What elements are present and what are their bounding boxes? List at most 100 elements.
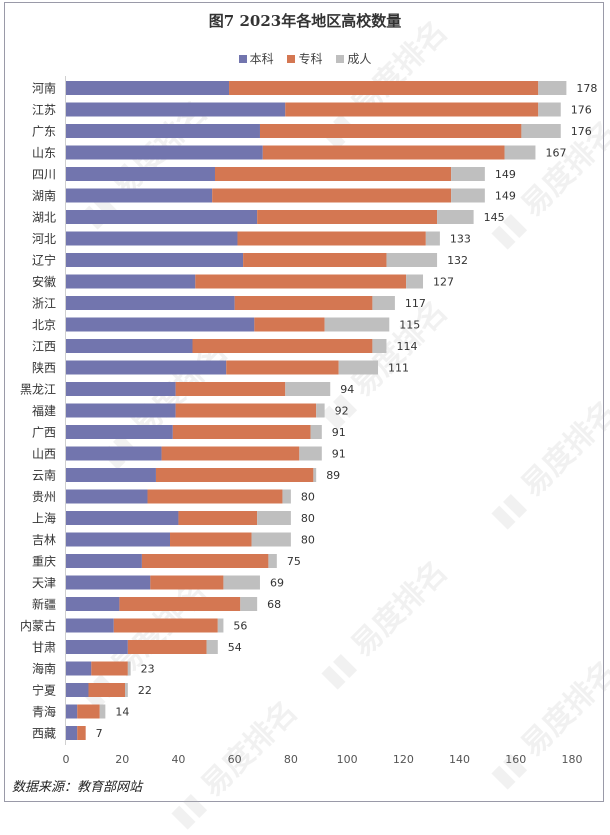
bar-segment-benke: [66, 124, 260, 138]
bar-segment-benke: [66, 339, 193, 353]
category-label: 内蒙古: [20, 618, 56, 633]
total-label: 149: [495, 190, 516, 203]
bar-segment-benke: [66, 446, 162, 461]
bar-segment-benke: [66, 231, 238, 246]
bar-segment-benke: [66, 102, 286, 117]
total-label: 56: [233, 620, 247, 633]
total-label: 69: [270, 577, 284, 590]
category-label: 湖北: [32, 210, 56, 225]
category-label: 河南: [32, 81, 56, 96]
category-label: 西藏: [32, 727, 56, 741]
x-tick-label: 140: [449, 753, 470, 766]
bar-segment-benke: [66, 253, 244, 267]
bar-segment-chengren: [316, 403, 325, 418]
bar-segment-chengren: [99, 704, 106, 719]
bar-segment-zhuanke: [262, 145, 505, 160]
category-label: 辽宁: [32, 253, 56, 268]
bar-segment-chengren: [223, 575, 260, 590]
total-label: 22: [138, 684, 152, 697]
bar-segment-zhuanke: [77, 726, 86, 740]
x-tick-label: 160: [505, 753, 526, 766]
category-label: 福建: [32, 403, 56, 418]
bar-segment-chengren: [125, 683, 128, 697]
category-label: 广东: [32, 125, 56, 139]
total-label: 178: [576, 82, 597, 95]
total-label: 176: [571, 125, 592, 138]
total-label: 80: [301, 534, 315, 547]
chart-title: 图7 2023年各地区高校数量: [208, 12, 402, 30]
category-label: 广西: [32, 426, 56, 440]
total-label: 114: [396, 340, 417, 353]
total-label: 133: [450, 233, 471, 246]
bar-segment-benke: [66, 511, 179, 525]
bar-segment-chengren: [451, 188, 485, 203]
category-label: 青海: [32, 704, 56, 719]
category-label: 新疆: [32, 597, 56, 612]
bar-segment-zhuanke: [91, 661, 128, 676]
bar-segment-zhuanke: [257, 210, 438, 224]
category-label: 山东: [32, 146, 56, 160]
category-label: 天津: [32, 576, 56, 590]
total-label: 117: [405, 297, 426, 310]
category-label: 浙江: [32, 297, 56, 311]
bar-segment-zhuanke: [77, 704, 100, 719]
total-label: 89: [326, 469, 340, 482]
bar-segment-chengren: [324, 317, 390, 332]
category-label: 江苏: [32, 103, 56, 117]
category-label: 黑龙江: [20, 383, 56, 397]
bar-segment-zhuanke: [234, 296, 373, 310]
category-label: 北京: [32, 318, 56, 332]
bar-segment-chengren: [127, 661, 131, 676]
total-label: 54: [228, 641, 242, 654]
x-tick-label: 80: [284, 753, 298, 766]
bar-segment-chengren: [251, 532, 291, 547]
data-source-note: 数据来源：教育部网站: [12, 780, 143, 795]
x-tick-label: 100: [337, 753, 358, 766]
x-tick-label: 60: [228, 753, 242, 766]
legend-label-benke: 本科: [249, 52, 274, 66]
bar-segment-benke: [66, 726, 78, 740]
bar-segment-chengren: [217, 618, 224, 633]
x-tick-label: 0: [63, 753, 70, 766]
total-label: 149: [495, 168, 516, 181]
total-label: 115: [399, 319, 420, 332]
category-label: 海南: [32, 661, 56, 676]
legend-swatch-zhuanke: [287, 55, 296, 63]
bar-segment-chengren: [206, 640, 218, 654]
total-label: 91: [332, 426, 346, 439]
total-label: 80: [301, 512, 315, 525]
category-label: 陕西: [32, 360, 56, 375]
x-tick-label: 120: [393, 753, 414, 766]
category-label: 重庆: [32, 555, 56, 569]
bar-segment-zhuanke: [259, 124, 522, 138]
category-label: 山西: [32, 447, 56, 461]
total-label: 23: [141, 663, 155, 676]
category-label: 贵州: [32, 490, 56, 504]
bar-segment-zhuanke: [229, 81, 539, 95]
bar-segment-chengren: [268, 554, 277, 568]
bar-segment-chengren: [282, 489, 291, 504]
bar-segment-chengren: [240, 597, 258, 611]
bar-segment-chengren: [299, 446, 322, 461]
legend-item-zhuanke: 专科: [287, 50, 323, 67]
bar-segment-benke: [66, 210, 258, 224]
bar-segment-zhuanke: [285, 102, 539, 117]
bar-segment-benke: [66, 468, 156, 482]
bar-segment-chengren: [372, 339, 387, 353]
x-tick-label: 180: [562, 753, 583, 766]
bar-segment-benke: [66, 145, 263, 160]
bar-segment-benke: [66, 188, 213, 203]
total-label: 75: [287, 555, 301, 568]
bar-segment-benke: [66, 554, 142, 568]
total-label: 14: [115, 706, 129, 719]
legend-label-zhuanke: 专科: [298, 52, 323, 66]
bar-segment-zhuanke: [113, 618, 218, 633]
category-label: 安徽: [32, 274, 56, 289]
bar-segment-zhuanke: [150, 575, 224, 590]
bar-segment-zhuanke: [147, 489, 283, 504]
category-label: 江西: [32, 340, 56, 354]
bar-segment-zhuanke: [178, 511, 258, 525]
bar-segment-zhuanke: [192, 339, 373, 353]
bar-segment-zhuanke: [155, 468, 314, 482]
bar-segment-zhuanke: [226, 360, 339, 375]
